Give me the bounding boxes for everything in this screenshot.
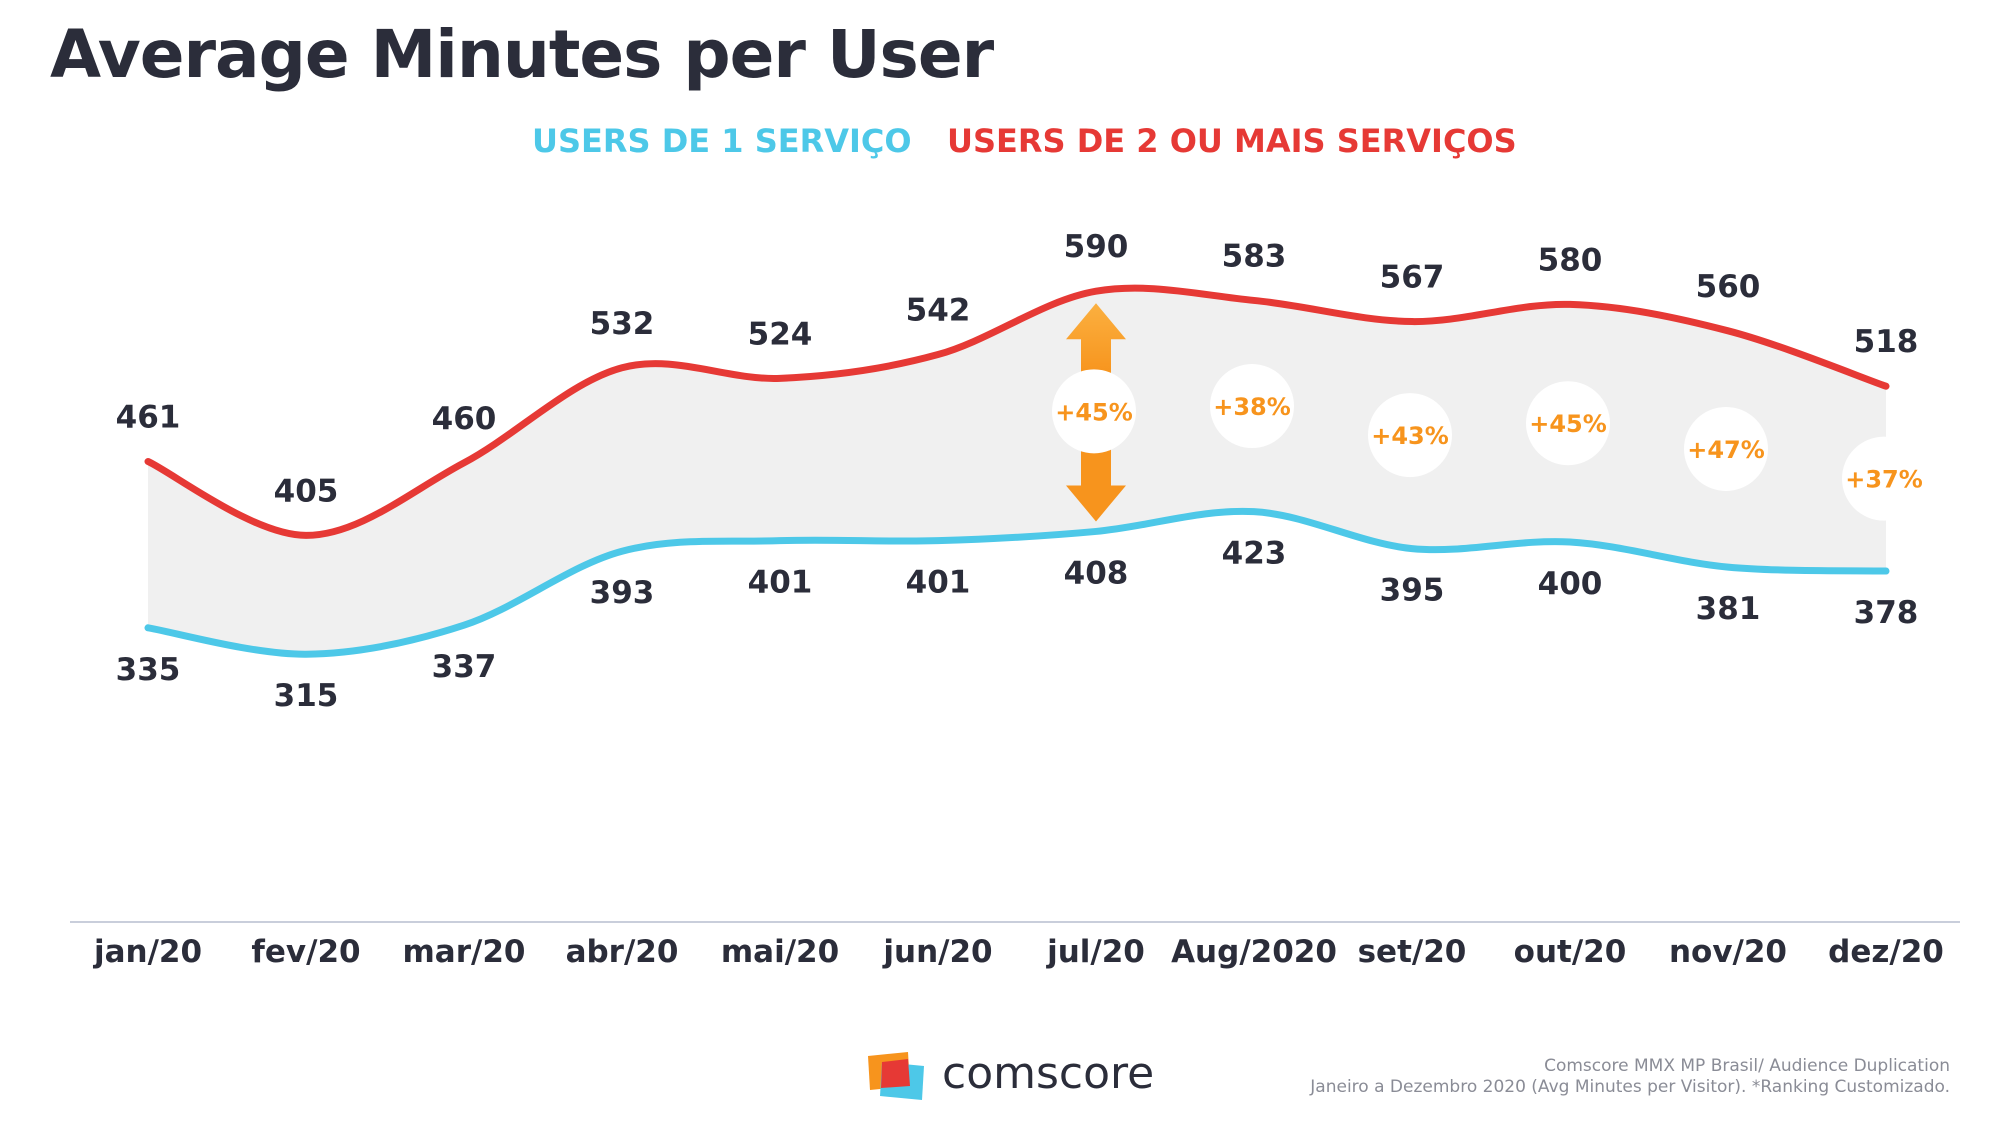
source-line-2: Janeiro a Dezembro 2020 (Avg Minutes per… <box>1310 1077 1950 1097</box>
percent-bubble <box>1526 381 1610 466</box>
series-2-value-label: 580 <box>1538 242 1603 278</box>
brand-name: comscore <box>942 1048 1155 1099</box>
chart-title: Average Minutes per User <box>50 16 994 93</box>
x-tick-label: nov/20 <box>1669 934 1787 970</box>
series-1-value-label: 315 <box>274 678 339 714</box>
percent-label: +43% <box>1371 422 1449 450</box>
series-2-line <box>144 284 1890 539</box>
band-fill <box>148 288 1886 655</box>
percent-bubble <box>1368 393 1452 478</box>
x-tick-label: fev/20 <box>251 934 360 970</box>
x-tick-label: jan/20 <box>92 934 202 970</box>
legend-series-1: USERS DE 1 SERVIÇO <box>532 122 912 160</box>
series-1-value-label: 393 <box>590 575 655 611</box>
series-2-value-label: 532 <box>590 306 655 342</box>
x-tick-label: mar/20 <box>403 934 526 970</box>
percent-bubble <box>1842 436 1926 521</box>
percent-label: +37% <box>1845 466 1923 494</box>
percent-bubble <box>1684 406 1768 491</box>
x-tick-label: jun/20 <box>881 934 992 970</box>
down-arrow-icon <box>1066 449 1126 522</box>
series-2-value-label: 583 <box>1222 238 1287 274</box>
percent-label: +45% <box>1529 410 1607 438</box>
series-1-value-label: 401 <box>748 565 813 601</box>
x-tick-label: set/20 <box>1358 934 1467 970</box>
legend-series-2: USERS DE 2 OU MAIS SERVIÇOS <box>947 122 1517 160</box>
source-note: Comscore MMX MP Brasil/ Audience Duplica… <box>1310 1056 1950 1098</box>
series-2-value-label: 518 <box>1854 324 1919 360</box>
percent-bubble <box>1052 369 1136 454</box>
series-2-value-label: 542 <box>906 293 971 329</box>
percent-label: +45% <box>1055 398 1133 426</box>
line-chart: +45% +38% +43% +45% +47% +37% 461 405 460 532 524… <box>70 229 1960 970</box>
series-1-value-label: 400 <box>1538 566 1603 602</box>
percent-label: +38% <box>1213 393 1291 421</box>
series-2-value-label: 524 <box>748 316 813 352</box>
percent-bubble <box>1210 364 1294 449</box>
series-1-value-label: 378 <box>1854 595 1919 631</box>
x-tick-label: jul/20 <box>1045 934 1145 970</box>
series-1-value-label: 408 <box>1064 555 1129 591</box>
series-2-value-label: 460 <box>432 401 497 437</box>
series-1-value-label: 337 <box>432 649 497 685</box>
series-1-value-label: 423 <box>1222 536 1287 572</box>
x-tick-label: out/20 <box>1514 934 1627 970</box>
series-2-value-label: 560 <box>1696 269 1761 305</box>
up-arrow-icon <box>1066 303 1126 376</box>
series-1-value-label: 335 <box>116 652 181 688</box>
series-2-value-label: 567 <box>1380 260 1445 296</box>
series-1-value-label: 395 <box>1380 573 1445 609</box>
comscore-logo-icon <box>868 1052 924 1100</box>
series-2-value-label: 590 <box>1064 229 1129 265</box>
percent-label: +47% <box>1687 436 1765 464</box>
series-1-value-label: 401 <box>906 565 971 601</box>
series-1-value-label: 381 <box>1696 591 1761 627</box>
x-tick-label: Aug/2020 <box>1171 934 1337 970</box>
x-tick-label: abr/20 <box>566 934 679 970</box>
source-line-1: Comscore MMX MP Brasil/ Audience Duplica… <box>1544 1056 1950 1076</box>
series-1-line <box>144 507 1890 658</box>
x-tick-label: dez/20 <box>1828 934 1944 970</box>
series-2-value-label: 405 <box>274 473 339 509</box>
x-tick-label: mai/20 <box>721 934 839 970</box>
series-2-value-label: 461 <box>116 399 181 435</box>
